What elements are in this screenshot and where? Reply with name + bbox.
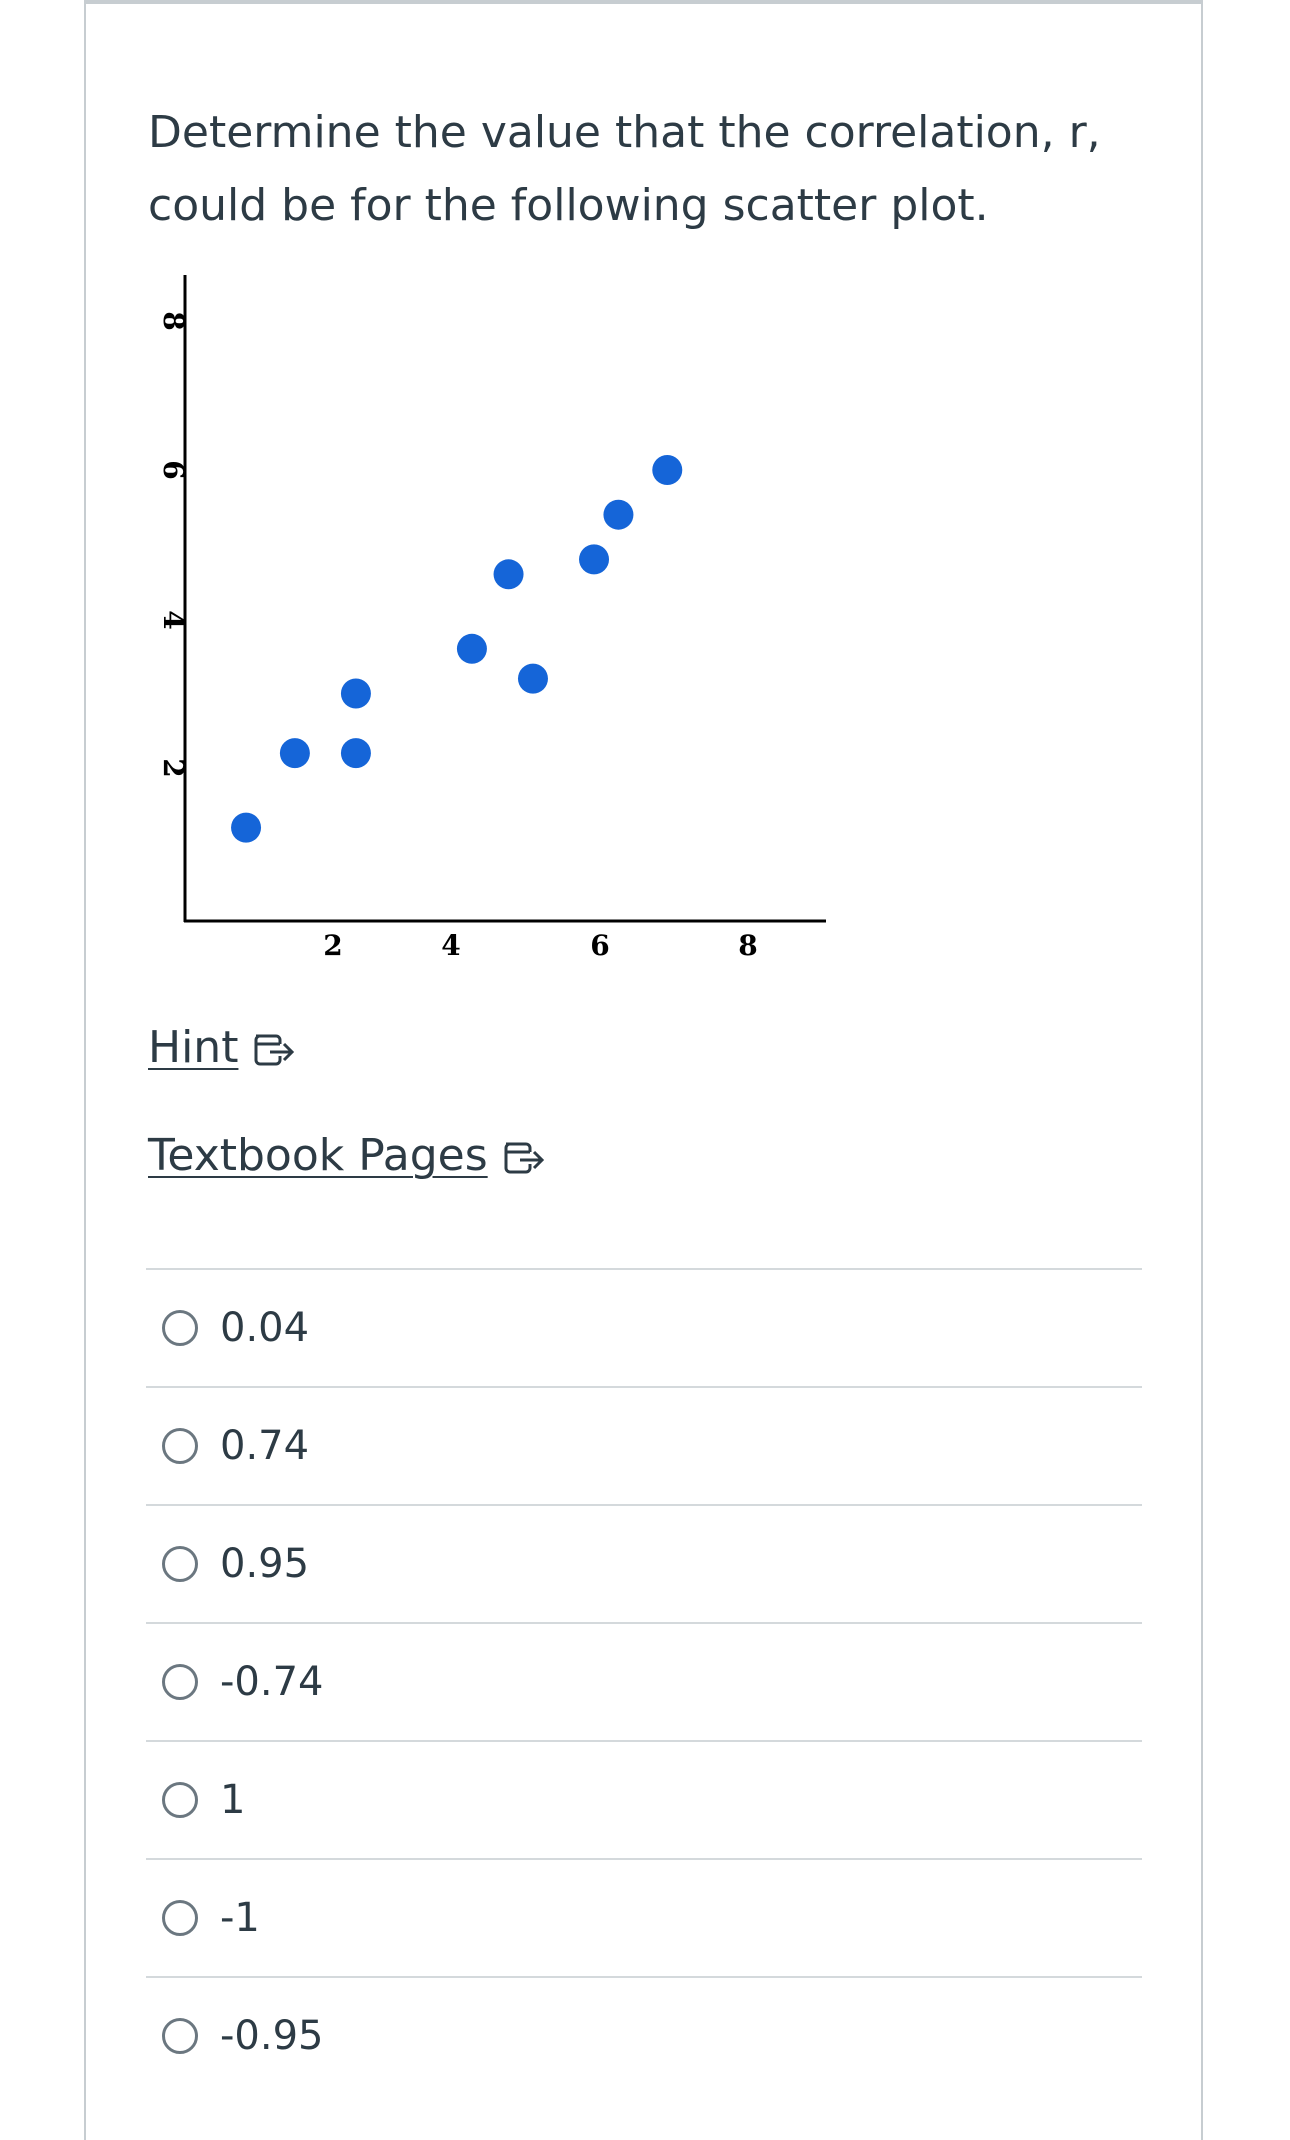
data-point bbox=[517, 663, 548, 694]
y-tick-label: 2 bbox=[157, 758, 190, 777]
answer-option-label: -0.74 bbox=[220, 1659, 324, 1705]
y-tick-label: 6 bbox=[157, 460, 190, 479]
y-tick-label: 4 bbox=[157, 610, 190, 629]
question-text: Determine the value that the correlation… bbox=[148, 96, 1148, 242]
data-point bbox=[652, 455, 683, 485]
radio-button[interactable] bbox=[162, 1546, 198, 1582]
answer-options: 0.04 0.74 0.95 -0.74 1 -1 -0.95 bbox=[146, 1268, 1142, 2094]
external-link-icon bbox=[254, 1034, 295, 1065]
x-tick-label: 8 bbox=[738, 929, 757, 962]
data-point bbox=[603, 499, 634, 530]
radio-button[interactable] bbox=[162, 1664, 198, 1700]
answer-option-label: 0.04 bbox=[220, 1305, 310, 1351]
x-tick-label: 2 bbox=[323, 929, 342, 962]
answer-option-label: 1 bbox=[220, 1777, 246, 1823]
data-point bbox=[456, 633, 487, 664]
data-point bbox=[493, 559, 524, 590]
radio-button[interactable] bbox=[162, 2018, 198, 2054]
answer-option[interactable]: -0.74 bbox=[146, 1622, 1142, 1740]
textbook-pages-label: Textbook Pages bbox=[148, 1130, 488, 1181]
data-point bbox=[231, 812, 262, 843]
answer-option[interactable]: 0.04 bbox=[146, 1268, 1142, 1386]
scatter-plot: 8 6 4 2 2 4 6 8 bbox=[157, 275, 826, 962]
x-tick-label: 4 bbox=[441, 929, 460, 962]
hint-label: Hint bbox=[148, 1022, 239, 1073]
external-link-icon bbox=[504, 1142, 544, 1173]
answer-option[interactable]: -0.95 bbox=[146, 1976, 1142, 2094]
answer-option[interactable]: 0.95 bbox=[146, 1504, 1142, 1622]
textbook-pages-link[interactable]: Textbook Pages bbox=[148, 1130, 546, 1181]
answer-option-label: -0.95 bbox=[220, 2013, 324, 2059]
answer-option[interactable]: -1 bbox=[146, 1858, 1142, 1976]
x-tick-label: 6 bbox=[590, 929, 609, 962]
radio-button[interactable] bbox=[162, 1428, 198, 1464]
data-points bbox=[231, 455, 683, 843]
radio-button[interactable] bbox=[162, 1782, 198, 1818]
y-tick-labels: 8 6 4 2 bbox=[157, 311, 190, 777]
answer-option[interactable]: 0.74 bbox=[146, 1386, 1142, 1504]
hint-link[interactable]: Hint bbox=[148, 1022, 296, 1073]
radio-button[interactable] bbox=[162, 1900, 198, 1936]
data-point bbox=[579, 544, 610, 575]
data-point bbox=[340, 678, 371, 709]
answer-option-label: 0.95 bbox=[220, 1541, 310, 1587]
answer-option-label: -1 bbox=[220, 1895, 260, 1941]
x-tick-labels: 2 4 6 8 bbox=[323, 929, 757, 962]
data-point bbox=[340, 738, 371, 769]
question-card bbox=[84, 0, 1203, 2140]
radio-button[interactable] bbox=[162, 1310, 198, 1346]
question-line-2: could be for the following scatter plot. bbox=[148, 180, 989, 231]
answer-option-label: 0.74 bbox=[220, 1423, 310, 1469]
question-line-1: Determine the value that the correlation… bbox=[148, 107, 1101, 158]
answer-option[interactable]: 1 bbox=[146, 1740, 1142, 1858]
data-point bbox=[279, 738, 310, 769]
y-tick-label: 8 bbox=[157, 311, 190, 330]
